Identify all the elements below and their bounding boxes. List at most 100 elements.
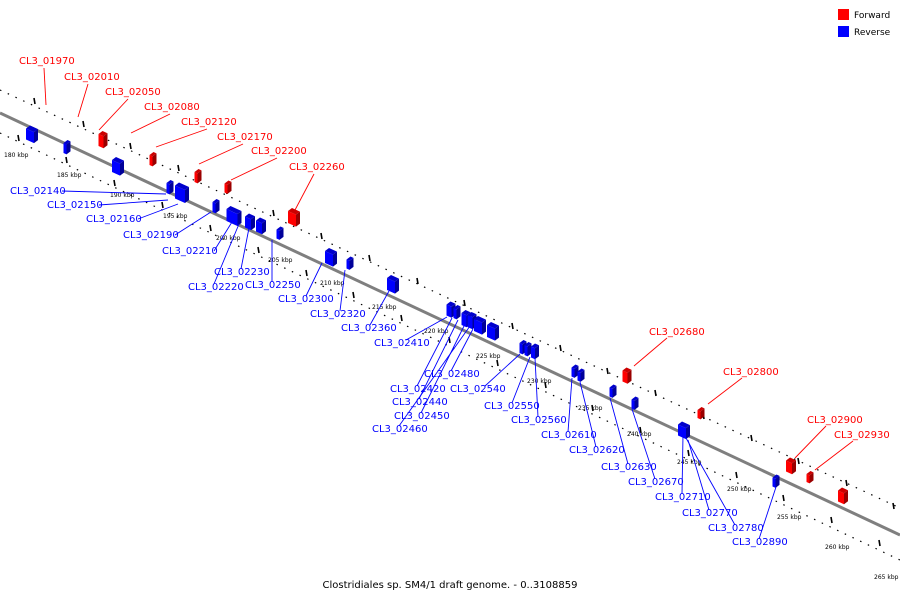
reverse-label-leader <box>631 408 656 480</box>
forward-gene-glyph <box>288 211 296 227</box>
genome-caption: Clostridiales sp. SM4/1 draft genome. - … <box>323 580 578 591</box>
reverse-gene-glyph-top <box>461 310 471 316</box>
scale-tick-mark <box>878 539 881 547</box>
reverse-track-dotted-line <box>0 132 900 561</box>
reverse-gene-label: CL3_02300 <box>278 294 334 305</box>
forward-gene-label: CL3_02010 <box>64 72 120 83</box>
reverse-gene-glyph-top <box>112 157 124 164</box>
reverse-label-leader <box>567 377 573 433</box>
reverse-gene-glyph <box>461 313 467 328</box>
forward-gene-glyph-top <box>806 471 814 476</box>
forward-gene-glyph-side <box>844 490 848 505</box>
reverse-label-leader <box>511 356 531 404</box>
legend: Forward Reverse <box>838 9 891 38</box>
reverse-label-leader <box>369 290 390 326</box>
reverse-gene-glyph-side <box>169 181 174 195</box>
reverse-gene-glyph-top <box>609 384 617 389</box>
scale-tick-mark <box>65 156 68 164</box>
reverse-gene-label: CL3_02460 <box>372 424 428 435</box>
reverse-gene-glyph-top <box>245 213 255 220</box>
reverse-gene-label: CL3_02140 <box>10 186 66 197</box>
forward-gene-label: CL3_02050 <box>105 87 161 98</box>
reverse-gene-label: CL3_02190 <box>123 230 179 241</box>
reverse-gene-glyph <box>631 399 635 410</box>
forward-gene-label: CL3_02260 <box>289 162 345 173</box>
scale-label: 215 kbp <box>372 304 397 311</box>
forward-label-leader <box>707 377 743 405</box>
reverse-label-leader <box>98 199 169 206</box>
forward-gene-label: CL3_02170 <box>217 132 273 143</box>
reverse-gene-glyph-side <box>634 397 639 410</box>
reverse-gene-glyph-side <box>185 187 189 203</box>
reverse-gene-glyph-top <box>772 474 780 479</box>
reverse-gene-glyph-side <box>66 141 71 155</box>
reverse-gene-glyph-top <box>166 180 174 185</box>
reverse-gene-label: CL3_02630 <box>601 462 657 473</box>
reverse-gene-glyph <box>112 160 120 176</box>
reverse-gene-glyph <box>453 308 457 320</box>
reverse-gene-glyph-side <box>279 227 284 240</box>
forward-gene-glyph-side <box>296 211 300 227</box>
reverse-gene-glyph-top <box>467 312 477 318</box>
reverse-gene-glyph <box>387 278 395 294</box>
reverse-gene-glyph-side <box>120 160 124 176</box>
scale-tick-mark <box>735 471 738 479</box>
scale-tick-mark <box>654 389 657 397</box>
scale-tick-mark <box>161 201 164 209</box>
reverse-gene-glyph <box>325 251 333 267</box>
forward-label-leader <box>794 425 827 459</box>
gene-glyphs <box>26 125 848 505</box>
reverse-gene-glyph-top <box>446 301 456 307</box>
forward-gene-glyph-side <box>792 460 796 475</box>
reverse-gene-label: CL3_02710 <box>655 492 711 503</box>
scale-tick-mark <box>17 134 20 142</box>
reverse-gene-glyph-top <box>212 199 220 204</box>
reverse-gene-glyph <box>63 143 67 155</box>
scale-tick-mark <box>209 224 212 232</box>
legend-forward-swatch <box>838 9 849 20</box>
scale-tick-mark <box>416 277 419 285</box>
reverse-gene-glyph <box>487 325 495 341</box>
scale-label: 255 kbp <box>777 514 802 521</box>
reverse-label-leader <box>416 317 453 387</box>
reverse-label-leader <box>685 437 736 526</box>
scale-tick-mark <box>129 142 132 150</box>
legend-forward-label: Forward <box>854 11 890 21</box>
scale-tick-mark <box>544 381 547 389</box>
scale-tick-mark <box>496 359 499 367</box>
reverse-gene-label: CL3_02410 <box>374 338 430 349</box>
scale-label: 220 kbp <box>424 328 449 335</box>
forward-label-leader <box>294 173 315 211</box>
reverse-label-leader <box>687 439 710 511</box>
reverse-gene-glyph-side <box>580 369 585 382</box>
reverse-label-leader <box>398 325 471 427</box>
scale-tick-mark <box>845 479 848 487</box>
scale-tick-mark <box>830 516 833 524</box>
forward-gene-glyph-side <box>627 369 632 384</box>
forward-label-leader <box>633 337 668 367</box>
reverse-gene-glyph-top <box>474 316 486 323</box>
reverse-gene-label: CL3_02780 <box>708 523 764 534</box>
forward-gene-glyph <box>806 474 810 484</box>
reverse-gene-glyph <box>245 216 251 231</box>
forward-gene-glyph-side <box>197 170 202 184</box>
forward-gene-label: CL3_02930 <box>834 430 890 441</box>
reverse-gene-label: CL3_02230 <box>214 267 270 278</box>
reverse-label-leader <box>174 211 212 236</box>
scale-tick-mark <box>352 291 355 299</box>
forward-gene-glyph <box>98 134 104 149</box>
forward-gene-glyph-top <box>697 407 705 412</box>
scale-tick-mark <box>511 322 514 330</box>
label-leaders <box>43 67 854 540</box>
scale-tick-mark <box>782 494 785 502</box>
forward-label-leader <box>155 128 208 148</box>
reverse-gene-glyph-side <box>395 278 399 294</box>
reverse-gene-glyph <box>446 304 452 318</box>
scale-tick-mark <box>639 426 642 434</box>
reverse-gene-glyph-top <box>387 275 399 282</box>
scale-tick-mark <box>82 120 85 128</box>
reverse-gene-glyph-side <box>535 345 539 360</box>
reverse-gene-glyph <box>772 477 776 488</box>
reverse-gene-glyph-side <box>456 306 461 320</box>
scale-tick-mark <box>463 299 466 307</box>
